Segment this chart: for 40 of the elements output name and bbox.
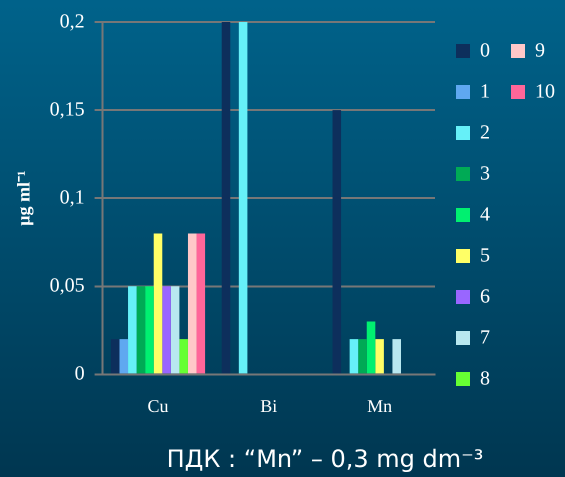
text: ПДК : “Mn” – 0,3 mg dm⁻³	[166, 445, 484, 474]
legend-label: 9	[535, 39, 545, 62]
bar	[392, 339, 402, 374]
legend-label: 3	[480, 162, 490, 184]
y-tick-label: 0,05	[50, 274, 85, 297]
bar	[196, 233, 206, 374]
bar	[154, 233, 162, 374]
bar	[145, 286, 154, 374]
bar	[128, 286, 137, 374]
bar	[170, 286, 180, 374]
bar	[358, 339, 367, 374]
bar	[222, 22, 230, 374]
bar	[179, 339, 188, 374]
legend-label: 1	[480, 80, 490, 102]
y-tick-label: 0,1	[60, 186, 85, 208]
bar	[162, 286, 171, 374]
bar	[136, 286, 146, 374]
legend-label: 2	[480, 121, 490, 144]
legend-label: 10	[535, 80, 555, 102]
bar	[238, 22, 248, 374]
legend-label: 7	[480, 326, 490, 348]
legend-label: 5	[480, 244, 490, 266]
y-tick-label: 0,2	[60, 10, 85, 32]
legend-label: 6	[480, 285, 490, 308]
x-tick-label: Bi	[260, 396, 278, 416]
bar	[188, 233, 197, 374]
bar	[119, 339, 128, 374]
y-tick-label: 0,15	[50, 98, 85, 120]
y-axis-title: μg ml⁻¹	[13, 170, 34, 226]
x-tick-label: Mn	[367, 396, 392, 416]
bar	[332, 110, 342, 374]
legend-label: 0	[480, 39, 490, 62]
x-tick-label: Cu	[147, 396, 169, 416]
bar	[350, 339, 358, 374]
bar	[110, 339, 120, 374]
legend-label: 8	[480, 367, 490, 390]
y-tick-label: 0	[74, 362, 85, 385]
legend-label: 4	[480, 203, 490, 226]
bar	[375, 339, 384, 374]
bar	[366, 322, 376, 374]
